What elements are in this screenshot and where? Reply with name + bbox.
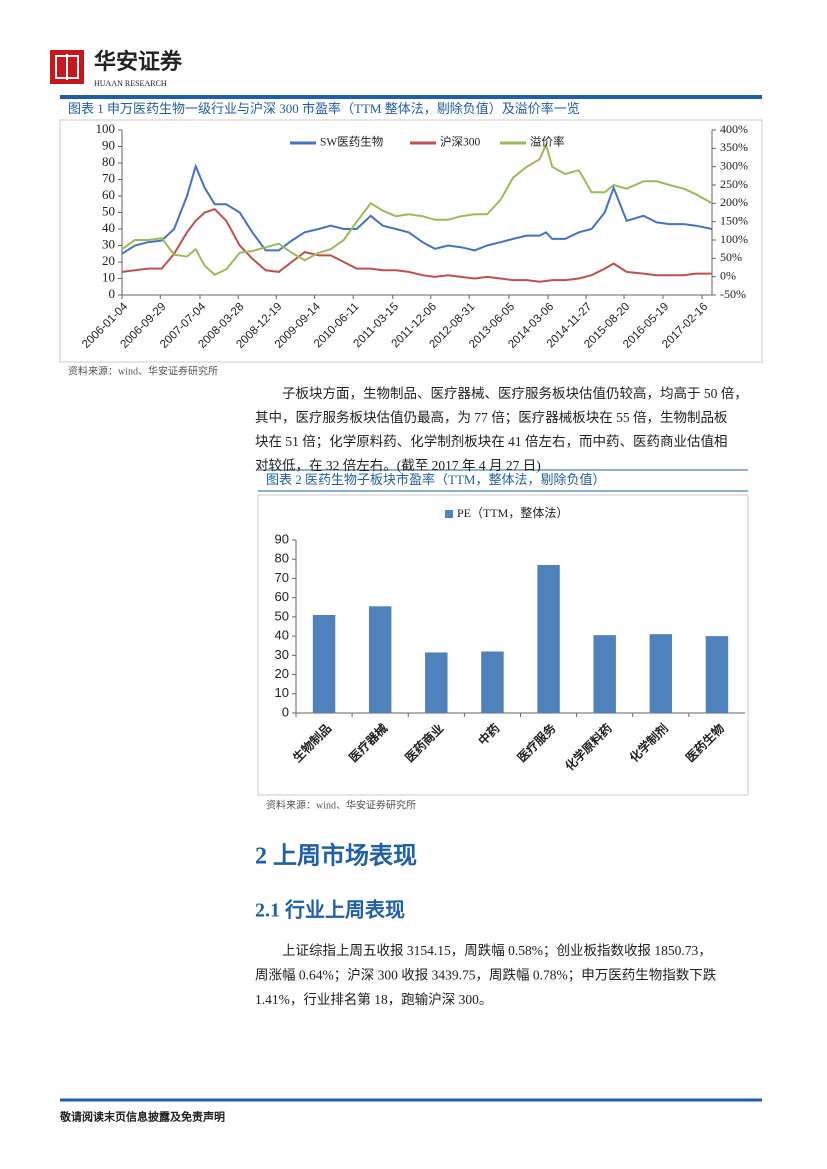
y-tick-label: 40 [275,628,289,643]
y2-tick-label: 200% [720,195,748,209]
y-tick-label: 70 [102,170,115,185]
y-tick-label: 10 [102,269,115,284]
x-tick-label: 生物制品 [290,720,335,765]
y2-tick-label: 300% [720,158,748,172]
y2-tick-label: 50% [720,250,742,264]
x-tick-label: 医疗服务 [514,720,559,765]
source: 资料来源：wind、华安证券研究所 [266,798,416,811]
y2-tick-label: 100% [720,232,748,246]
bar [705,636,729,713]
x-tick-label: 化学制剂 [626,720,671,765]
x-tick-label: 化学原料药 [562,720,615,773]
paragraph-line: 块在 51 倍；化学原料药、化学制剂板块在 41 倍左右，而中药、医药商业估值相 [255,434,728,450]
x-tick-label: 中药 [475,720,503,748]
series-line [121,208,712,283]
y-tick-label: 90 [275,531,289,546]
chart-frame [257,494,749,796]
paragraph-line: 周涨幅 0.64%；沪深 300 收报 3439.75，周跌幅 0.78%；申万… [255,968,717,984]
y2-tick-label: 400% [720,122,748,136]
bar [481,651,504,713]
y-tick-label: 20 [275,666,289,681]
y-tick-label: 60 [275,589,289,604]
bar [425,652,448,713]
y-tick-label: 80 [102,154,115,169]
x-tick-label: 医疗器械 [346,720,391,765]
y-tick-label: 70 [275,570,289,585]
legend-swatch [445,510,453,518]
x-tick-label: 医药生物 [682,720,727,765]
bar [593,635,616,713]
legend-label: PE（TTM，整体法） [457,505,568,520]
paragraph-line: 上证综指上周五收报 3154.15，周跌幅 0.58%；创业板指数收报 1850… [282,943,712,959]
bar [368,606,392,713]
y2-tick-label: 150% [720,213,748,227]
heading: 2 上周市场表现 [255,842,417,870]
y-tick-label: 90 [102,137,115,152]
y-tick-label: 50 [275,608,289,623]
y-tick-label: 40 [102,220,115,235]
y-tick-label: 0 [282,704,289,719]
chart-frame [59,119,763,363]
x-tick-label: 医药商业 [402,720,447,765]
series-line [121,141,713,276]
y-tick-label: 60 [102,187,115,202]
y2-tick-label: 250% [720,177,748,191]
y-tick-label: 0 [109,286,116,301]
legend-label: 溢价率 [530,135,565,149]
y-tick-label: 20 [102,253,115,268]
bar [312,614,336,713]
y-tick-label: 80 [275,551,289,566]
y2-tick-label: 350% [720,140,748,154]
y-tick-label: 50 [102,203,115,218]
y-tick-label: 100 [96,121,116,136]
paragraph-line: 其中，医疗服务板块估值仍最高，为 77 倍；医疗器械板块在 55 倍，生物制品板 [255,409,728,426]
bar [649,634,673,713]
figure-title: 图表 1 申万医药生物一级行业与沪深 300 市盈率（TTM 整体法，剔除负值）… [68,101,580,116]
figure-title: 图表 2 医药生物子板块市盈率（TTM，整体法，剔除负值） [266,472,605,487]
bar [537,564,560,713]
y-tick-label: 30 [275,647,289,662]
legend-label: 沪深300 [440,135,480,149]
paragraph-line: 子板块方面，生物制品、医疗器械、医疗服务板块估值仍较高，均高于 50 倍， [282,385,748,401]
paragraph-line: 对较低，在 32 倍左右。(截至 2017 年 4 月 27 日) [255,458,541,473]
y-tick-label: 10 [275,685,289,700]
y-tick-label: 30 [102,236,115,251]
legend-label: SW医药生物 [320,135,383,149]
y2-tick-label: 0% [720,268,736,282]
y2-tick-label: -50% [720,287,746,301]
brand-name: 华安证券 [94,49,183,74]
series-line [121,163,713,255]
brand-sub: HUAAN RESEARCH [94,79,167,88]
heading: 2.1 行业上周表现 [255,898,405,922]
footer: 敬请阅读末页信息披露及免责声明 [59,1110,225,1124]
paragraph-line: 1.41%，行业排名第 18，跑输沪深 300。 [255,991,492,1007]
source: 资料来源：wind、华安证券研究所 [68,364,218,377]
